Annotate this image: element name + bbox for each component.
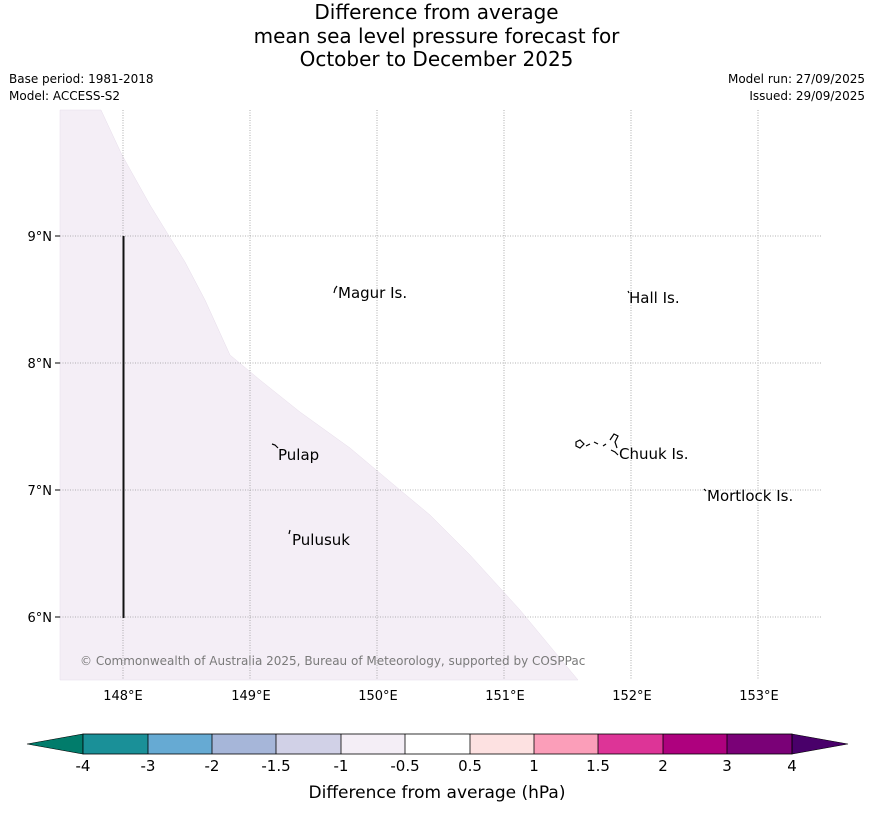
lon-label-149e: 149°E bbox=[231, 689, 271, 704]
colorbar-label-minus-2: -2 bbox=[205, 757, 220, 775]
lat-label-9n: 9°N bbox=[28, 230, 53, 245]
colorbar-label-1: 1 bbox=[529, 757, 539, 775]
colorbar-label-minus-4: -4 bbox=[76, 757, 91, 775]
colorbar-extend-high bbox=[791, 733, 849, 755]
colorbar-label-3: 3 bbox=[722, 757, 732, 775]
colorbar-title: Difference from average (hPa) bbox=[309, 783, 566, 803]
colorbar-label-0-5: 0.5 bbox=[458, 757, 482, 775]
colorbar-label-minus-3: -3 bbox=[141, 757, 156, 775]
colorbar-dividers bbox=[147, 734, 728, 754]
colorbar-outline bbox=[82, 733, 793, 755]
colorbar-label-2: 2 bbox=[658, 757, 668, 775]
issued-date: Issued: 29/09/2025 bbox=[749, 89, 865, 103]
lon-label-148e: 148°E bbox=[103, 689, 143, 704]
lat-label-7n: 7°N bbox=[28, 484, 53, 499]
colorbar-swatch-2 bbox=[148, 734, 212, 754]
forecast-shaded-region bbox=[59, 109, 579, 681]
colorbar-swatch-10 bbox=[663, 734, 727, 754]
place-label-hall: Hall Is. bbox=[629, 289, 680, 307]
island-hall bbox=[627, 290, 630, 294]
colorbar-swatch-3 bbox=[212, 734, 276, 754]
colorbar-swatch-11 bbox=[727, 734, 792, 754]
place-label-pulap: Pulap bbox=[278, 446, 319, 464]
model-name: Model: ACCESS-S2 bbox=[9, 89, 121, 103]
place-label-chuuk: Chuuk Is. bbox=[619, 445, 688, 463]
lon-label-151e: 151°E bbox=[485, 689, 525, 704]
colorbar-label-minus-0-5: -0.5 bbox=[390, 757, 419, 775]
colorbar-swatch-6 bbox=[405, 734, 470, 754]
island-chuuk-lagoon bbox=[575, 433, 619, 456]
model-run-date: Model run: 27/09/2025 bbox=[727, 72, 865, 86]
lat-label-6n: 6°N bbox=[28, 611, 53, 626]
place-label-pulusuk: Pulusuk bbox=[292, 531, 350, 549]
colorbar-swatch-1 bbox=[83, 734, 148, 754]
colorbar-label-1-5: 1.5 bbox=[586, 757, 610, 775]
title-line-1: Difference from average bbox=[314, 0, 559, 24]
lat-ticks bbox=[55, 235, 60, 618]
colorbar-swatch-4 bbox=[276, 734, 341, 754]
colorbar-swatch-8 bbox=[534, 734, 598, 754]
lon-label-150e: 150°E bbox=[358, 689, 398, 704]
lon-label-152e: 152°E bbox=[612, 689, 652, 704]
colorbar-swatch-7 bbox=[470, 734, 534, 754]
island-mortlock bbox=[703, 488, 707, 492]
colorbar bbox=[26, 733, 849, 755]
island-pulusuk bbox=[288, 529, 291, 535]
colorbar-label-minus-1-5: -1.5 bbox=[261, 757, 290, 775]
place-label-magur: Magur Is. bbox=[338, 284, 407, 302]
colorbar-swatch-9 bbox=[598, 734, 663, 754]
place-label-mortlock: Mortlock Is. bbox=[707, 487, 793, 505]
island-pulap bbox=[271, 443, 279, 449]
lat-label-8n: 8°N bbox=[28, 357, 53, 372]
island-outlines bbox=[271, 285, 707, 535]
lon-label-153e: 153°E bbox=[739, 689, 779, 704]
colorbar-extend-low bbox=[26, 733, 84, 755]
title-line-2: mean sea level pressure forecast for bbox=[253, 24, 620, 48]
colorbar-label-4: 4 bbox=[787, 757, 797, 775]
colorbar-label-minus-1: -1 bbox=[334, 757, 349, 775]
title-line-3: October to December 2025 bbox=[299, 47, 574, 71]
colorbar-swatch-5 bbox=[341, 734, 405, 754]
island-magur bbox=[333, 285, 338, 294]
copyright-notice: © Commonwealth of Australia 2025, Bureau… bbox=[80, 654, 585, 668]
base-period: Base period: 1981-2018 bbox=[9, 72, 154, 86]
